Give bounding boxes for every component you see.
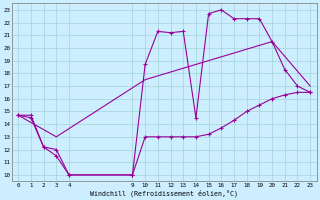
X-axis label: Windchill (Refroidissement éolien,°C): Windchill (Refroidissement éolien,°C) — [90, 189, 238, 197]
